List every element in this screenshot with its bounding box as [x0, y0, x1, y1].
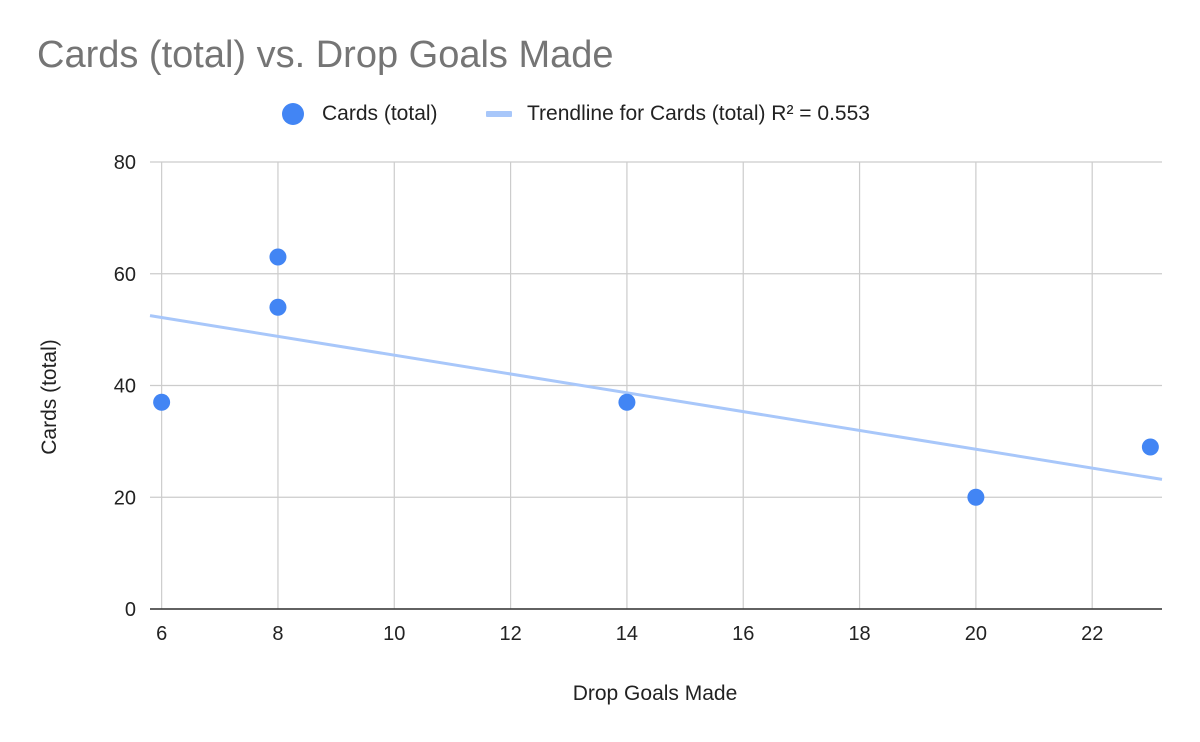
data-point[interactable] [618, 393, 636, 411]
x-tick-label: 10 [383, 623, 405, 645]
chart-legend: Cards (total) Trendline for Cards (total… [0, 96, 1200, 132]
data-point[interactable] [153, 393, 171, 411]
legend-trendline-label: Trendline for Cards (total) R² = 0.553 [527, 102, 870, 125]
x-tick-label: 14 [616, 623, 638, 645]
x-tick-label: 20 [965, 623, 987, 645]
y-tick-label: 80 [114, 152, 136, 174]
y-tick-label: 20 [114, 487, 136, 509]
data-points [153, 248, 1159, 506]
legend-line-icon [486, 111, 512, 117]
x-tick-label: 8 [272, 623, 283, 645]
x-tick-label: 12 [499, 623, 521, 645]
trendline [149, 314, 1163, 481]
data-point[interactable] [269, 298, 287, 316]
y-axis-label: Cards (total) [38, 339, 61, 455]
legend-item-trendline[interactable]: Trendline for Cards (total) R² = 0.553 [486, 96, 870, 132]
x-tick-label: 16 [732, 623, 754, 645]
data-point[interactable] [269, 248, 287, 266]
x-tick-label: 18 [848, 623, 870, 645]
legend-dot-icon [282, 103, 304, 125]
x-axis-label: Drop Goals Made [573, 682, 738, 705]
legend-series-label: Cards (total) [322, 102, 438, 125]
legend-item-series[interactable]: Cards (total) [282, 96, 438, 132]
axes: 0 20 40 60 80 6 8 10 12 14 16 18 20 22 [114, 152, 1162, 645]
data-point[interactable] [1141, 438, 1159, 456]
trendline-group [149, 314, 1163, 481]
data-point[interactable] [967, 488, 985, 506]
x-tick-label: 6 [156, 623, 167, 645]
grid-lines [150, 161, 1162, 610]
y-tick-label: 60 [114, 264, 136, 286]
chart-title: Cards (total) vs. Drop Goals Made [37, 34, 614, 76]
x-tick-label: 22 [1081, 623, 1103, 645]
y-tick-label: 0 [125, 599, 136, 621]
y-tick-label: 40 [114, 376, 136, 398]
